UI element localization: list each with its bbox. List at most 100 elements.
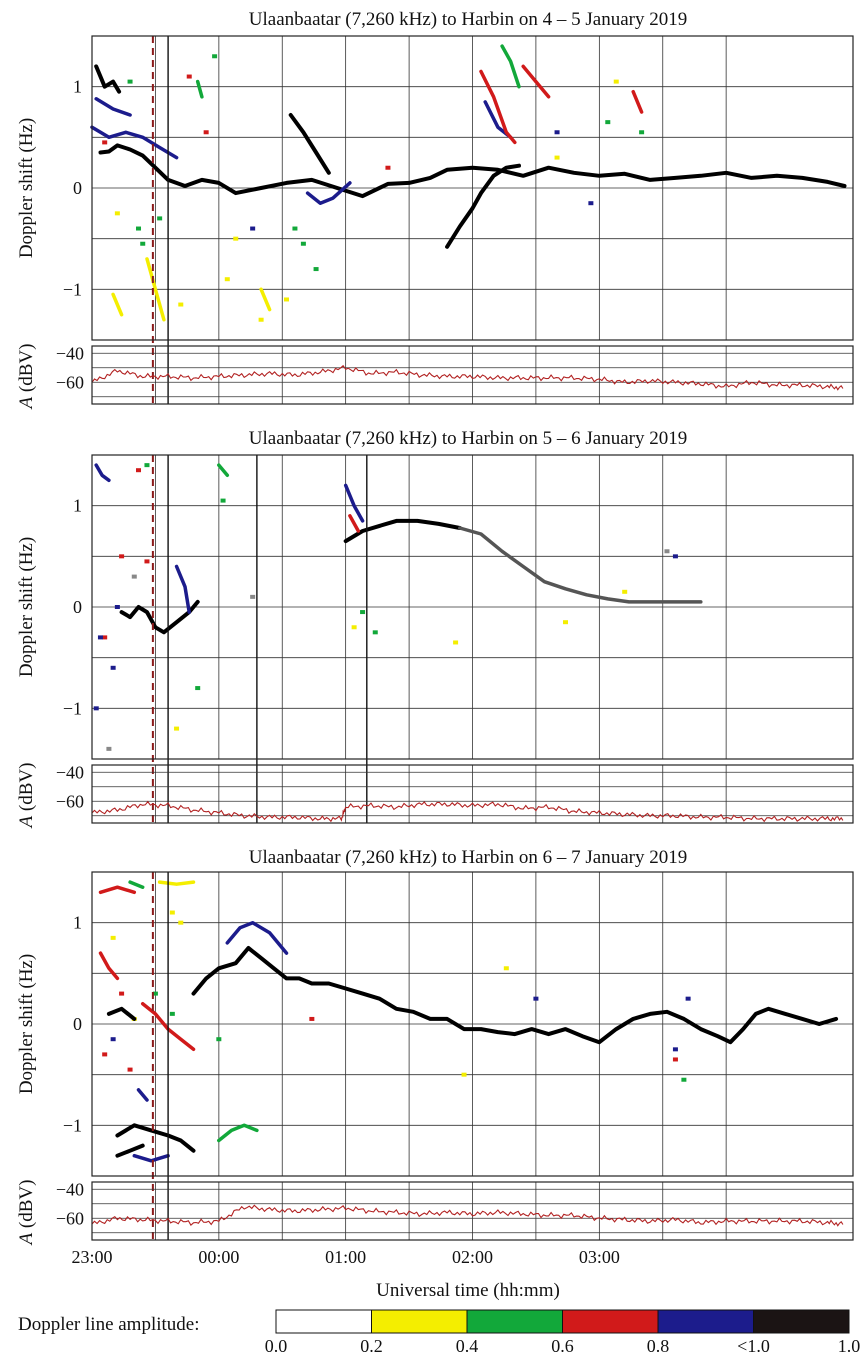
doppler-y-tick-1: 0 bbox=[73, 178, 82, 198]
doppler-trace-4 bbox=[94, 463, 111, 483]
doppler-speck-0-1 bbox=[169, 1011, 175, 1016]
doppler-trace-5 bbox=[132, 1153, 170, 1163]
doppler-trace-8 bbox=[98, 885, 137, 895]
doppler-y-tick-1: 0 bbox=[73, 1014, 82, 1034]
doppler-speck-1-6 bbox=[178, 302, 184, 307]
legend-swatch-5 bbox=[753, 1309, 850, 1334]
doppler-speck-1-3 bbox=[258, 317, 264, 322]
doppler-speck-3-1 bbox=[588, 201, 594, 206]
legend-tick-0: 0.0 bbox=[265, 1336, 288, 1356]
doppler-speck-0-3 bbox=[292, 226, 298, 231]
doppler-trace-9 bbox=[521, 64, 551, 99]
doppler-speck-2-0 bbox=[119, 554, 125, 559]
doppler-speck-0-8 bbox=[212, 54, 218, 59]
doppler-speck-3-0 bbox=[110, 1037, 116, 1042]
doppler-speck-1-3 bbox=[174, 726, 180, 731]
doppler-speck-1-5 bbox=[554, 155, 560, 160]
doppler-y-tick-0: 1 bbox=[73, 77, 82, 97]
panel-1-plot: 1 0 −1 bbox=[63, 35, 854, 404]
x-tick-3: 02:00 bbox=[452, 1247, 493, 1267]
doppler-y-tick-0: 1 bbox=[73, 913, 82, 933]
amp-frame bbox=[91, 1181, 854, 1241]
doppler-speck-0-0 bbox=[360, 610, 366, 615]
doppler-trace-6 bbox=[136, 1088, 149, 1102]
doppler-trace-0 bbox=[106, 1006, 137, 1021]
doppler-speck-1-1 bbox=[563, 620, 569, 625]
doppler-speck-1-1 bbox=[233, 236, 239, 241]
doppler-speck-1-3 bbox=[110, 935, 116, 940]
doppler-y-tick-0: 1 bbox=[73, 496, 82, 516]
doppler-speck-0-2 bbox=[216, 1037, 222, 1042]
doppler-speck-2-2 bbox=[203, 130, 209, 135]
doppler-trace-2 bbox=[458, 526, 703, 604]
doppler-trace-7 bbox=[217, 463, 230, 478]
doppler-frame bbox=[91, 454, 854, 760]
doppler-trace-15 bbox=[259, 287, 272, 312]
doppler-trace-1 bbox=[343, 518, 462, 544]
doppler-speck-3-0 bbox=[97, 635, 103, 640]
doppler-speck-1-4 bbox=[613, 79, 619, 84]
doppler-trace-3 bbox=[343, 483, 365, 523]
doppler-trace-3 bbox=[288, 113, 331, 175]
doppler-trace-2 bbox=[445, 163, 521, 249]
doppler-speck-0-1 bbox=[140, 241, 146, 246]
doppler-y-tick-2: −1 bbox=[63, 279, 82, 299]
doppler-speck-0-0 bbox=[152, 991, 158, 996]
doppler-trace-4 bbox=[225, 920, 289, 955]
doppler-speck-1-7 bbox=[224, 277, 230, 282]
amp-frame bbox=[91, 764, 854, 824]
panel-2-title: Ulaanbaatar (7,260 kHz) to Harbin on 5 –… bbox=[249, 428, 687, 449]
legend-tick-2: 0.4 bbox=[456, 1336, 479, 1356]
x-tick-2: 01:00 bbox=[325, 1247, 366, 1267]
amp-y-tick-1: −60 bbox=[56, 1208, 84, 1228]
panel-2-ylabel: Doppler shift (Hz) bbox=[16, 537, 37, 677]
amplitude-line bbox=[91, 1204, 844, 1227]
amplitude-line bbox=[91, 364, 844, 391]
x-axis-label: Universal time (hh:mm) bbox=[376, 1280, 560, 1301]
doppler-trace-12 bbox=[195, 79, 204, 99]
legend-colorbar: 0.0 0.2 0.4 0.6 0.8 <1.0 1.0 bbox=[265, 1309, 861, 1356]
x-tick-0: 23:00 bbox=[71, 1247, 112, 1267]
doppler-trace-3 bbox=[115, 1143, 145, 1158]
doppler-trace-6 bbox=[348, 514, 361, 533]
doppler-speck-3-2 bbox=[93, 706, 99, 711]
legend-swatch-2 bbox=[466, 1309, 563, 1334]
doppler-speck-0-7 bbox=[639, 130, 645, 135]
doppler-speck-1-4 bbox=[169, 910, 175, 915]
panel-1-amplitude: −40−60 bbox=[56, 343, 854, 405]
doppler-speck-0-6 bbox=[605, 120, 611, 125]
doppler-y-tick-2: −1 bbox=[63, 1115, 82, 1135]
doppler-speck-2-3 bbox=[136, 468, 142, 473]
panel-2-amplitude: −40−60 bbox=[56, 762, 854, 824]
doppler-y-tick-1: 0 bbox=[73, 597, 82, 617]
doppler-speck-0-1 bbox=[372, 630, 378, 635]
legend-tick-6: 1.0 bbox=[838, 1336, 861, 1356]
x-tick-1: 00:00 bbox=[198, 1247, 239, 1267]
legend-swatch-0 bbox=[275, 1309, 372, 1334]
doppler-trace-5 bbox=[94, 97, 132, 117]
legend-swatch-4 bbox=[657, 1309, 754, 1334]
doppler-speck-2-1 bbox=[127, 1067, 133, 1072]
doppler-trace-14 bbox=[111, 292, 124, 317]
amp-y-tick-0: −40 bbox=[56, 1179, 84, 1199]
doppler-speck-2-1 bbox=[144, 559, 150, 564]
doppler-trace-6 bbox=[305, 181, 352, 205]
doppler-speck-2-4 bbox=[672, 1057, 678, 1062]
doppler-speck-2-0 bbox=[102, 1052, 108, 1057]
doppler-trace-12 bbox=[157, 880, 196, 886]
panel-1-ylabel: Doppler shift (Hz) bbox=[16, 118, 37, 258]
amplitude-line bbox=[91, 800, 844, 823]
doppler-trace-10 bbox=[217, 1123, 259, 1143]
panel-1-amp-ylabel: A (dBV) bbox=[16, 344, 37, 411]
amp-frame bbox=[91, 345, 854, 405]
doppler-speck-3-3 bbox=[672, 554, 678, 559]
doppler-frame bbox=[91, 871, 854, 1177]
doppler-speck-0-2 bbox=[157, 216, 163, 221]
doppler-speck-2-2 bbox=[119, 991, 125, 996]
legend-label: Doppler line amplitude: bbox=[18, 1314, 200, 1335]
doppler-speck-3-2 bbox=[672, 1047, 678, 1052]
doppler-speck-2-0 bbox=[102, 140, 108, 145]
doppler-speck-1-4 bbox=[351, 625, 357, 630]
legend-swatch-1 bbox=[371, 1309, 468, 1334]
